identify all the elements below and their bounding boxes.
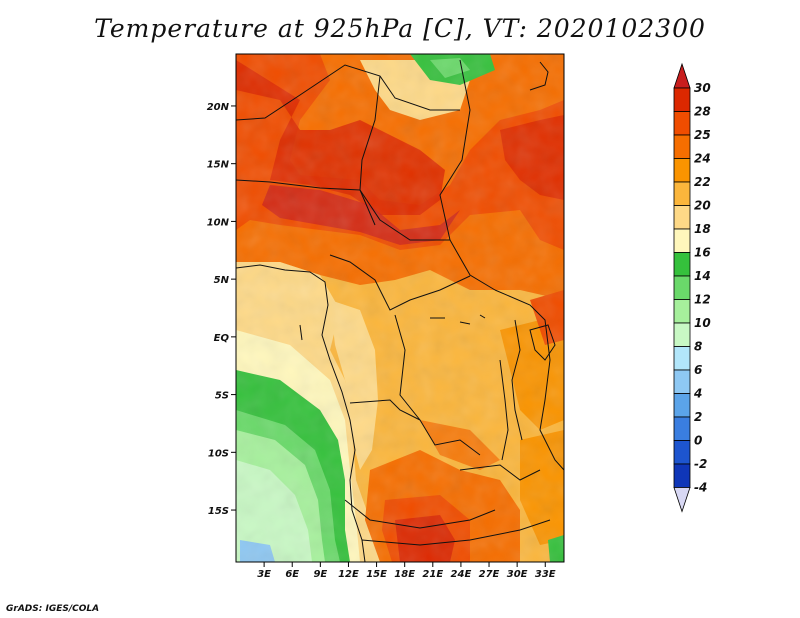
colorbar-label: 30 [694,81,711,95]
country-borders [236,59,564,562]
lon-tick-label: 3E [257,569,271,580]
longitude-ticks: 3E 6E 9E 12E 15E 18E 21E 24E 27E 30E 33E [257,562,556,580]
colorbar-box [673,181,691,206]
colorbar-label: 12 [694,293,711,307]
lon-tick-label: 9E [313,569,327,580]
lat-tick-label: 20N [207,102,230,113]
grads-credit: GrADS: IGES/COLA [6,604,100,614]
colorbar-box [673,252,691,277]
lon-tick-label: 27E [479,569,500,580]
colorbar-label: 22 [694,175,711,189]
colorbar-label: 25 [694,128,711,142]
colorbar-box [673,205,691,230]
lat-tick-label: 5S [215,391,229,402]
map-frame [235,53,565,563]
lon-tick-label: 24E [451,569,472,580]
latitude-ticks: 20N 15N 10N 5N EQ 5S 10S 15S [207,102,236,517]
colorbar-label: 18 [694,222,711,236]
colorbar-label: 20 [694,199,711,213]
colorbar-label: 4 [693,387,702,401]
lat-tick-label: 10S [208,448,229,459]
colorbar-label: 28 [694,105,711,119]
colorbar-box [673,440,691,465]
colorbar-bottom-arrow [673,487,691,513]
colorbar-top-arrow [673,62,691,89]
colorbar-label: 2 [694,410,702,424]
colorbar-box [673,322,691,347]
lon-tick-label: 18E [394,569,415,580]
lon-tick-label: 15E [366,569,387,580]
colorbar-box [673,463,691,488]
colorbar-label: 14 [694,269,711,283]
map-title: Temperature at 925hPa [C], VT: 202010230… [94,14,706,43]
colorbar-box [673,416,691,441]
colorbar-box [673,369,691,394]
lat-tick-label: 15N [207,160,230,171]
colorbar-box [673,134,691,159]
colorbar-box [673,111,691,136]
colorbar-box [673,346,691,371]
colorbar-label: -2 [694,457,707,471]
colorbar-label: 16 [694,246,711,260]
temperature-field [236,54,564,562]
lon-tick-label: 12E [338,569,359,580]
colorbar-box [673,393,691,418]
colorbar-box [673,228,691,253]
colorbar-label: 10 [694,316,711,330]
lat-tick-label: 10N [207,217,230,228]
lon-tick-label: 30E [507,569,528,580]
colorbar-box [673,299,691,324]
colorbar-box [673,87,691,112]
lat-tick-label: 15S [208,506,229,517]
colorbar-label: 6 [694,363,702,377]
colorbar-label: -4 [694,481,707,495]
lat-tick-label: EQ [214,333,230,344]
colorbar-label: 24 [694,152,711,166]
lon-tick-label: 6E [285,569,299,580]
lon-tick-label: 33E [535,569,556,580]
lon-tick-label: 21E [422,569,443,580]
colorbar-box [673,158,691,183]
colorbar-label: 0 [694,434,702,448]
colorbar-box [673,275,691,300]
colorbar-label: 8 [694,340,702,354]
lat-tick-label: 5N [214,275,230,286]
